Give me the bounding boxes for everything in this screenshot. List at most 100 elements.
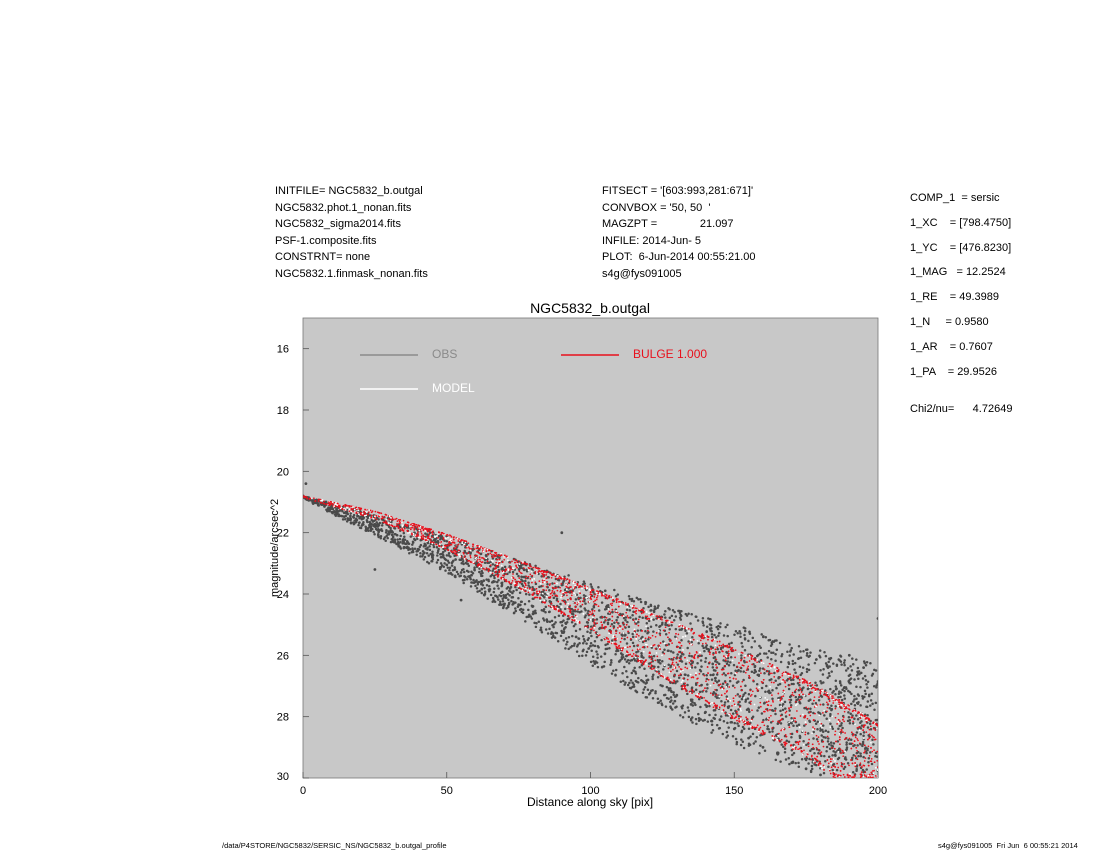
obs-point — [802, 739, 805, 743]
bulge-model-point — [489, 549, 492, 552]
obs-point — [846, 762, 850, 765]
obs-point — [820, 754, 823, 758]
bulge-model-point — [650, 664, 653, 667]
obs-point — [837, 749, 840, 752]
bulge-model-point — [691, 664, 693, 667]
obs-point — [658, 658, 661, 662]
bulge-model-point — [549, 605, 552, 608]
obs-point — [647, 631, 650, 634]
obs-point — [843, 659, 846, 662]
header-middle-line: CONVBOX = '50, 50 ' — [602, 201, 711, 214]
obs-point — [729, 708, 733, 712]
bulge-model-point — [643, 640, 646, 642]
bulge-model-point — [634, 623, 637, 625]
obs-point — [406, 541, 409, 544]
obs-point — [490, 573, 494, 577]
obs-point — [690, 666, 694, 669]
obs-point — [543, 596, 546, 599]
obs-point — [771, 730, 774, 733]
obs-point — [829, 687, 832, 691]
obs-point — [715, 723, 719, 727]
bulge-model-point — [528, 587, 531, 590]
obs-point — [602, 665, 606, 668]
bulge-model-point — [542, 585, 544, 587]
obs-point — [554, 631, 557, 635]
bulge-model-point — [788, 707, 790, 709]
obs-point — [614, 653, 617, 656]
obs-point — [863, 695, 866, 699]
obs-point — [752, 742, 756, 745]
obs-point — [663, 613, 666, 616]
obs-point — [851, 771, 855, 774]
bulge-model-point — [594, 593, 596, 596]
bulge-model-point — [589, 618, 592, 621]
bulge-model-point — [736, 665, 739, 668]
bulge-model-point — [819, 689, 821, 691]
bulge-model-point — [575, 619, 578, 622]
bulge-model-point — [489, 552, 492, 555]
bulge-model-point — [837, 712, 839, 715]
bulge-model-point — [784, 711, 787, 714]
bulge-model-point — [531, 593, 533, 596]
bulge-model-point — [670, 621, 673, 624]
obs-point — [794, 695, 798, 699]
obs-point — [717, 662, 721, 666]
obs-point — [600, 638, 603, 642]
obs-point — [710, 632, 714, 636]
obs-point — [677, 676, 681, 680]
obs-point — [424, 547, 428, 550]
bulge-model-point — [738, 706, 741, 708]
bulge-model-point — [618, 627, 621, 630]
obs-point — [623, 683, 626, 686]
obs-point — [705, 677, 709, 681]
bulge-model-point — [603, 638, 606, 641]
obs-point — [636, 629, 640, 632]
bulge-model-point — [509, 569, 511, 572]
obs-point — [580, 610, 583, 613]
obs-point — [739, 632, 742, 635]
bulge-model-point — [457, 543, 460, 546]
bulge-model-point — [860, 771, 863, 773]
obs-point — [638, 666, 641, 669]
bulge-model-point — [660, 616, 663, 619]
obs-point — [561, 614, 565, 618]
bulge-model-point — [650, 665, 653, 668]
obs-point — [621, 653, 624, 657]
obs-point — [651, 697, 655, 700]
bulge-model-point — [821, 727, 823, 729]
obs-point — [788, 762, 791, 766]
obs-point — [610, 672, 614, 675]
bulge-model-point — [507, 559, 509, 562]
obs-point — [644, 674, 648, 677]
bulge-model-point — [624, 603, 627, 606]
obs-point — [805, 651, 809, 655]
bulge-model-point — [407, 532, 409, 534]
obs-point — [851, 756, 854, 760]
obs-point — [662, 640, 665, 643]
bulge-model-point — [556, 578, 559, 580]
obs-point — [856, 717, 860, 721]
bulge-model-point — [814, 690, 817, 693]
obs-point — [822, 703, 825, 706]
obs-point — [863, 674, 867, 678]
bulge-model-point — [705, 642, 707, 645]
bulge-model-point — [399, 522, 401, 525]
obs-point — [860, 724, 864, 727]
obs-point — [861, 768, 865, 772]
bulge-model-point — [816, 704, 818, 706]
obs-point — [590, 649, 593, 653]
obs-point — [751, 636, 755, 640]
bulge-model-point — [868, 728, 871, 731]
bulge-model-point — [725, 686, 728, 688]
bulge-model-point — [635, 612, 637, 615]
obs-point — [528, 586, 532, 589]
bulge-model-point — [632, 653, 635, 655]
obs-point — [552, 625, 555, 629]
obs-point — [670, 699, 673, 702]
bulge-model-point — [730, 714, 733, 717]
bulge-model-point — [661, 618, 663, 621]
obs-point — [851, 657, 854, 660]
bulge-model-point — [770, 667, 772, 669]
obs-point — [372, 519, 376, 523]
obs-point — [349, 511, 353, 515]
